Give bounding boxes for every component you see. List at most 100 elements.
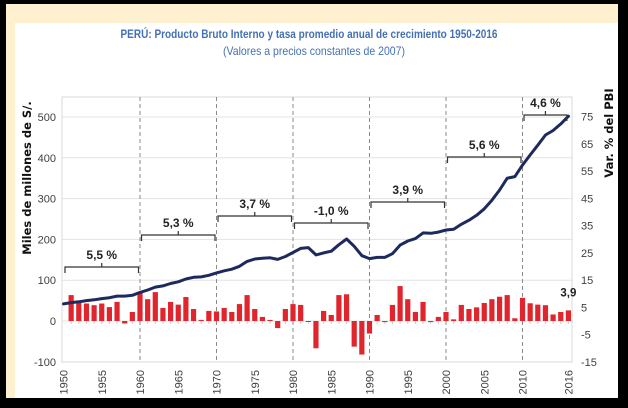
- bar-1998: [428, 321, 434, 323]
- left-tick-label: 100: [38, 275, 56, 287]
- period-average-label: 3,9 %: [392, 183, 423, 197]
- bracket-1950-1960: 5,5 %: [64, 248, 140, 273]
- bar-1969: [206, 310, 212, 321]
- bracket-line: [217, 212, 293, 222]
- bracket-line: [140, 231, 216, 241]
- bracket-2000-2010: 5,6 %: [446, 138, 522, 163]
- period-average-label: 5,3 %: [163, 216, 194, 230]
- bar-1955: [99, 303, 105, 321]
- x-tick-label: 1970: [212, 370, 224, 394]
- right-tick-label: 55: [581, 166, 593, 178]
- bar-1992: [382, 321, 388, 323]
- right-tick-label: 15: [581, 275, 593, 287]
- bar-1959: [129, 312, 135, 321]
- bar-1958: [122, 321, 128, 324]
- left-tick-label: 0: [50, 316, 56, 328]
- bar-1970: [213, 311, 220, 321]
- right-tick-label: -5: [581, 330, 591, 342]
- period-average-label: 5,6 %: [469, 138, 500, 152]
- bar-1976: [259, 316, 265, 321]
- right-axis-ticks: -15 -5 5 15 25 35 45 55 65 75: [581, 112, 597, 369]
- bar-1951: [68, 295, 74, 321]
- bar-1990: [366, 321, 373, 334]
- bar-2012: [535, 304, 541, 321]
- bar-1968: [198, 319, 204, 321]
- bar-1980: [290, 304, 296, 321]
- right-axis-title: Var. % del PBI: [602, 88, 616, 177]
- x-tick-label: 1995: [403, 370, 415, 394]
- bar-1973: [236, 304, 243, 321]
- x-tick-label: 2010: [518, 370, 530, 394]
- right-tick-label: 75: [581, 112, 593, 124]
- top-accent-strip: [6, 4, 618, 23]
- bar-1954: [91, 305, 97, 321]
- left-axis-title: Miles de millones de S/.: [20, 101, 34, 254]
- x-tick-label: 2005: [479, 370, 491, 394]
- x-tick-label: 1955: [97, 370, 109, 394]
- chart-subtitle: (Valores a precios constantes de 2007): [223, 44, 405, 58]
- bar-1977: [267, 319, 273, 321]
- bar-1965: [175, 304, 181, 321]
- bar-2001: [451, 319, 457, 321]
- x-tick-label: 1985: [326, 370, 338, 394]
- bar-1972: [229, 312, 235, 321]
- left-axis-ticks: -100 0 100 200 300 400 500: [34, 112, 56, 369]
- bar-1988: [351, 321, 357, 347]
- bar-1997: [420, 301, 426, 321]
- bracket-line: [293, 219, 369, 229]
- bar-2003: [466, 309, 472, 321]
- period-average-label: 4,6 %: [530, 96, 561, 110]
- bar-2005: [481, 303, 487, 321]
- bar-2016: [565, 310, 571, 321]
- bracket-1980-1990: -1,0 %: [293, 204, 369, 229]
- bracket-line: [523, 111, 568, 121]
- bar-1961: [145, 299, 151, 321]
- left-tick-label: 500: [38, 112, 56, 124]
- bar-1981: [298, 304, 304, 321]
- bar-1956: [106, 307, 112, 321]
- period-brackets: 5,5 % 5,3 % 3,7 % -1,0 % 3,9 % 5,6 % 4,6 %: [64, 96, 568, 273]
- bar-1971: [221, 307, 227, 321]
- bar-1952: [76, 303, 82, 321]
- gdp-line: [62, 114, 570, 306]
- right-tick-label: 35: [581, 221, 593, 233]
- bar-1953: [83, 303, 90, 321]
- x-tick-label: 1990: [365, 370, 377, 394]
- bar-2014: [550, 314, 556, 321]
- growth-bars: [68, 286, 571, 355]
- bar-1964: [168, 301, 174, 321]
- bar-1966: [183, 297, 189, 321]
- left-tick-label: 200: [38, 234, 56, 246]
- bar-annotation-2016: 3,9: [560, 287, 576, 299]
- right-tick-label: -15: [581, 357, 597, 369]
- bar-1983: [313, 321, 319, 349]
- bar-1994: [397, 286, 403, 321]
- x-tick-label: 1980: [288, 370, 300, 394]
- x-tick-label: 1965: [173, 370, 185, 394]
- bracket-line: [446, 153, 522, 163]
- plot-area-border: [61, 96, 573, 363]
- bar-2004: [474, 307, 480, 321]
- left-tick-label: 400: [38, 153, 56, 165]
- bracket-1970-1980: 3,7 %: [217, 197, 293, 222]
- bracket-1990-2000: 3,9 %: [370, 183, 446, 208]
- right-tick-label: 45: [581, 193, 593, 205]
- bar-1967: [190, 309, 197, 321]
- x-axis-ticks: 1950 1955 1960 1965 1970 1975 1980 1985 1990 1995…: [59, 370, 576, 394]
- left-accent-strip: [6, 4, 15, 398]
- left-tick-label: -100: [34, 357, 56, 369]
- bar-2011: [527, 303, 533, 321]
- bar-2007: [496, 296, 503, 321]
- bracket-line: [370, 198, 446, 208]
- bar-1975: [252, 309, 258, 321]
- bar-2013: [542, 305, 549, 321]
- bracket-line: [64, 263, 140, 273]
- x-tick-label: 2000: [441, 370, 453, 394]
- period-average-label: 3,7 %: [239, 197, 270, 211]
- bar-1974: [244, 295, 250, 321]
- bar-1982: [305, 321, 311, 322]
- bar-1996: [412, 312, 418, 321]
- bar-2006: [489, 299, 495, 321]
- bar-2010: [519, 297, 526, 321]
